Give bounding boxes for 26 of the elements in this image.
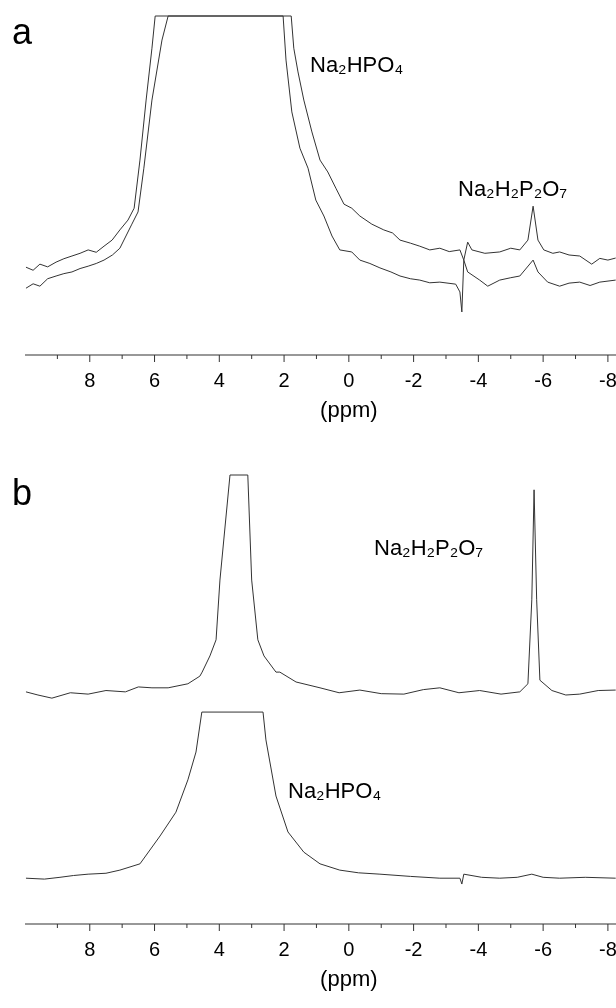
- annotation: Na₂HPO₄: [288, 778, 382, 803]
- x-tick-label: -4: [469, 369, 488, 391]
- x-tick-label: -8: [599, 369, 616, 391]
- x-tick-label: 4: [213, 938, 225, 960]
- x-tick-label: 0: [343, 938, 355, 960]
- x-tick-label: 6: [148, 938, 161, 960]
- x-tick-label: 0: [343, 369, 355, 391]
- annotation: Na₂HPO₄: [310, 52, 404, 77]
- annotation: Na₂H₂P₂O₇: [374, 535, 483, 560]
- x-tick-label: -2: [404, 938, 423, 960]
- x-tick-label: 6: [148, 369, 161, 391]
- x-tick-label: 8: [84, 938, 96, 960]
- x-tick-label: 2: [278, 938, 290, 960]
- x-tick-label: -4: [469, 938, 488, 960]
- annotation: Na₂H₂P₂O₇: [458, 176, 567, 201]
- x-axis-title: (ppm): [320, 397, 378, 422]
- x-tick-label: -8: [599, 938, 616, 960]
- chart-title: b: [12, 472, 33, 513]
- chart-title: a: [12, 11, 33, 52]
- x-tick-label: 8: [84, 369, 96, 391]
- x-axis-title: (ppm): [320, 966, 378, 991]
- x-tick-label: -6: [534, 938, 553, 960]
- x-tick-label: -6: [534, 369, 553, 391]
- x-tick-label: -2: [404, 369, 423, 391]
- x-tick-label: 2: [278, 369, 290, 391]
- x-tick-label: 4: [213, 369, 225, 391]
